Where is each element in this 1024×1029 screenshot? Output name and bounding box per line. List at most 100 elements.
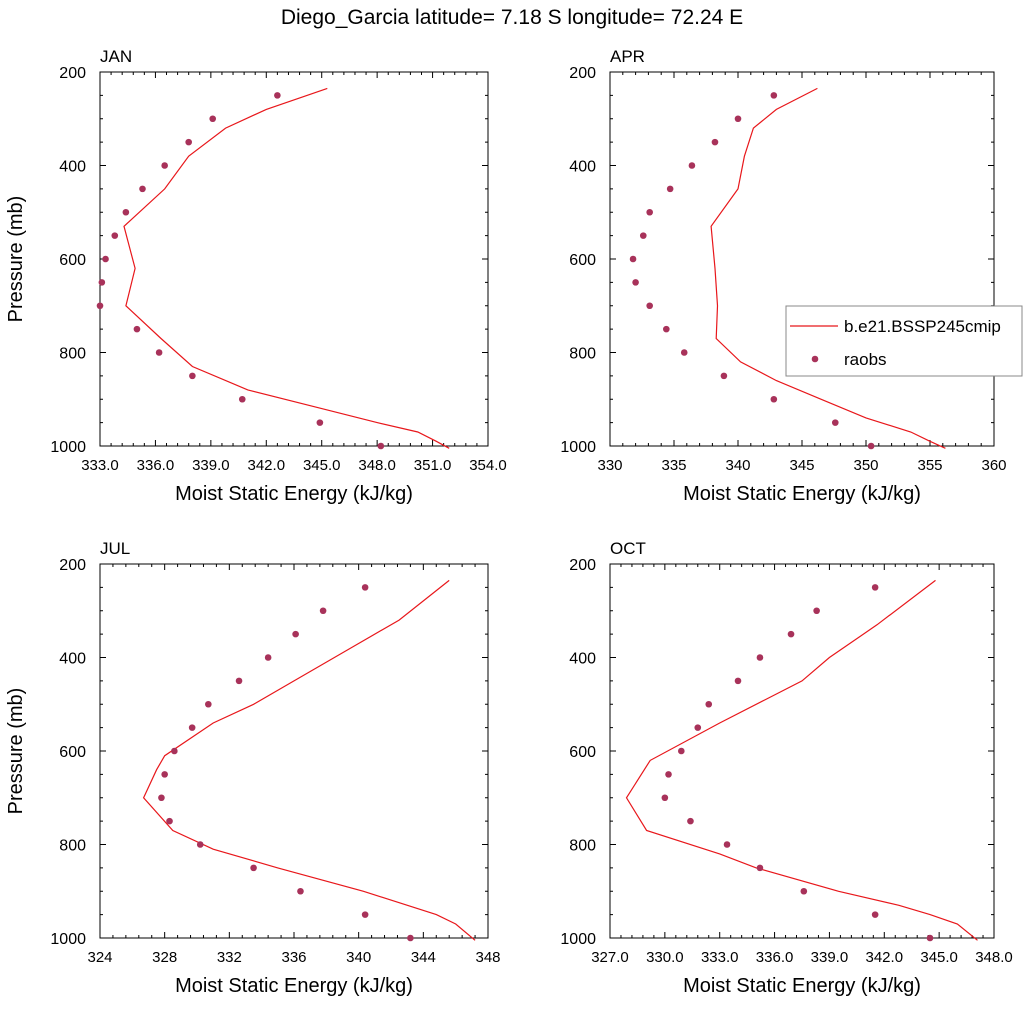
y-tick-label: 400 <box>59 651 86 668</box>
raobs-point <box>867 442 875 450</box>
x-tick-label: 340 <box>346 949 371 966</box>
y-tick-label: 200 <box>569 65 596 82</box>
x-tick-label: 339.0 <box>192 457 230 474</box>
raobs-point <box>688 162 696 169</box>
raobs-point <box>678 747 685 755</box>
x-tick-label: 344 <box>411 949 436 966</box>
x-tick-label: 351.0 <box>414 457 452 474</box>
raobs-point <box>96 302 104 310</box>
raobs-point <box>680 349 688 356</box>
x-tick-label: 354.0 <box>469 457 507 474</box>
x-tick-label: 345 <box>789 457 814 474</box>
raobs-point <box>661 794 669 802</box>
raobs-point <box>800 887 808 895</box>
x-tick-label: 324 <box>87 949 112 966</box>
x-tick-label: 360 <box>981 457 1006 474</box>
figure-title: Diego_Garcia latitude= 7.18 S longitude=… <box>280 6 744 29</box>
x-tick-label: 336.0 <box>137 457 175 474</box>
y-tick-label: 200 <box>59 65 86 82</box>
raobs-point <box>665 771 672 778</box>
legend-label-model: b.e21.BSSP245cmip <box>844 317 1001 336</box>
x-tick-label: 339.0 <box>811 949 849 966</box>
y-tick-label: 200 <box>59 557 86 574</box>
x-tick-label: 345.0 <box>303 457 341 474</box>
raobs-point <box>770 395 778 403</box>
raobs-point <box>711 138 719 146</box>
raobs-point <box>871 911 879 918</box>
raobs-point <box>666 185 674 193</box>
raobs-point <box>297 887 304 895</box>
x-tick-label: 336 <box>281 949 306 966</box>
panel-label: OCT <box>610 539 646 558</box>
y-tick-label: 800 <box>59 838 86 855</box>
y-tick-label: 600 <box>569 744 596 761</box>
y-tick-label: 800 <box>569 346 596 363</box>
model-profile-line <box>625 579 978 941</box>
y-axis-title: Pressure (mb) <box>5 196 27 323</box>
raobs-point <box>734 115 742 123</box>
x-tick-label: 348 <box>475 949 500 966</box>
plot-frame <box>609 71 995 447</box>
legend-box <box>785 305 1023 377</box>
x-tick-label: 328 <box>152 949 177 966</box>
raobs-point <box>250 864 257 872</box>
raobs-point <box>646 208 653 216</box>
raobs-point <box>185 138 192 146</box>
raobs-point <box>98 279 106 286</box>
x-tick-label: 327.0 <box>591 949 629 966</box>
raobs-point <box>209 115 217 123</box>
raobs-point <box>155 349 163 356</box>
x-tick-label: 350 <box>853 457 878 474</box>
x-tick-label: 348.0 <box>358 457 396 474</box>
model-profile-line <box>710 87 946 449</box>
raobs-point <box>639 232 647 239</box>
raobs-point <box>407 934 414 942</box>
panel-label: JUL <box>100 539 130 558</box>
raobs-point <box>102 255 109 263</box>
raobs-point <box>770 92 778 99</box>
y-tick-label: 600 <box>569 252 596 269</box>
raobs-point <box>235 677 243 685</box>
panel-label: APR <box>610 47 645 66</box>
raobs-point <box>632 279 639 286</box>
x-tick-label: 342.0 <box>248 457 286 474</box>
x-tick-label: 330 <box>597 457 622 474</box>
y-tick-label: 400 <box>569 651 596 668</box>
x-tick-label: 330.0 <box>646 949 684 966</box>
raobs-point <box>196 841 204 848</box>
y-tick-label: 1000 <box>560 439 596 456</box>
x-tick-label: 336.0 <box>756 949 794 966</box>
raobs-point <box>629 255 637 263</box>
plot-frame <box>99 71 489 447</box>
raobs-point <box>361 911 369 918</box>
raobs-point <box>171 747 178 755</box>
x-axis-title: Moist Static Energy (kJ/kg) <box>175 975 413 997</box>
raobs-point <box>111 232 119 239</box>
x-axis-title: Moist Static Energy (kJ/kg) <box>683 975 921 997</box>
y-tick-label: 200 <box>569 557 596 574</box>
raobs-point <box>720 372 728 380</box>
y-tick-label: 400 <box>59 159 86 176</box>
panel-oct: OCT 327.0 330.0 333.0 336.0 339.0 342.0 345.0 34… <box>560 539 1012 997</box>
panel-apr: APR 330 335 340 345 350 355 360 200 400 600 800 1000… <box>560 47 1006 505</box>
raobs-point <box>926 934 934 942</box>
raobs-point <box>723 841 731 848</box>
x-tick-label: 333.0 <box>701 949 739 966</box>
panel-jan: JAN 333.0 336.0 339.0 342.0 345.0 348.0 351.0 35… <box>5 47 507 505</box>
raobs-point <box>189 372 196 380</box>
raobs-point <box>274 92 281 99</box>
x-tick-label: 332 <box>217 949 242 966</box>
raobs-point <box>205 700 212 708</box>
y-tick-label: 800 <box>569 838 596 855</box>
raobs-point <box>319 607 327 615</box>
panel-label: JAN <box>100 47 132 66</box>
x-tick-label: 345.0 <box>920 949 958 966</box>
raobs-point <box>238 395 246 403</box>
raobs-point <box>188 724 196 731</box>
raobs-point <box>264 654 272 661</box>
legend-label-raobs: raobs <box>844 350 887 369</box>
raobs-point <box>158 794 165 802</box>
raobs-point <box>813 607 820 615</box>
raobs-point <box>377 442 385 450</box>
